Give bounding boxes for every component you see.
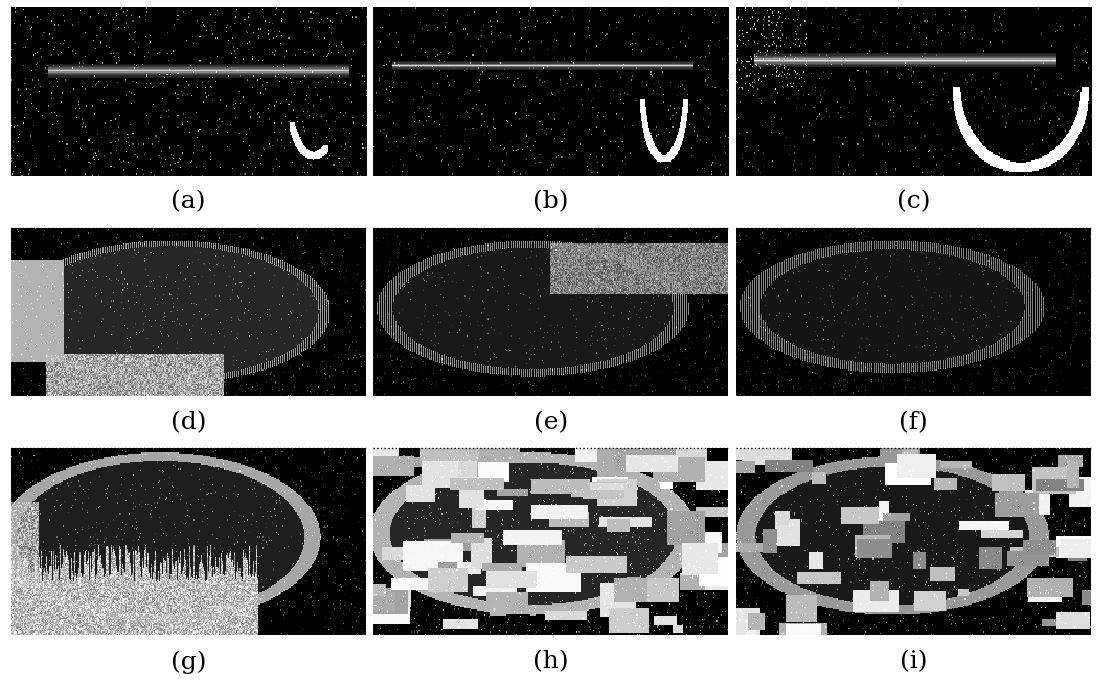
Text: (d): (d) [171, 411, 206, 434]
Text: (a): (a) [172, 190, 206, 213]
Text: (i): (i) [899, 650, 927, 673]
Text: (g): (g) [171, 650, 206, 674]
Text: (e): (e) [533, 411, 569, 434]
Text: (f): (f) [899, 411, 928, 434]
Text: (c): (c) [897, 190, 930, 213]
Text: (h): (h) [533, 650, 569, 673]
Text: (b): (b) [533, 190, 569, 213]
